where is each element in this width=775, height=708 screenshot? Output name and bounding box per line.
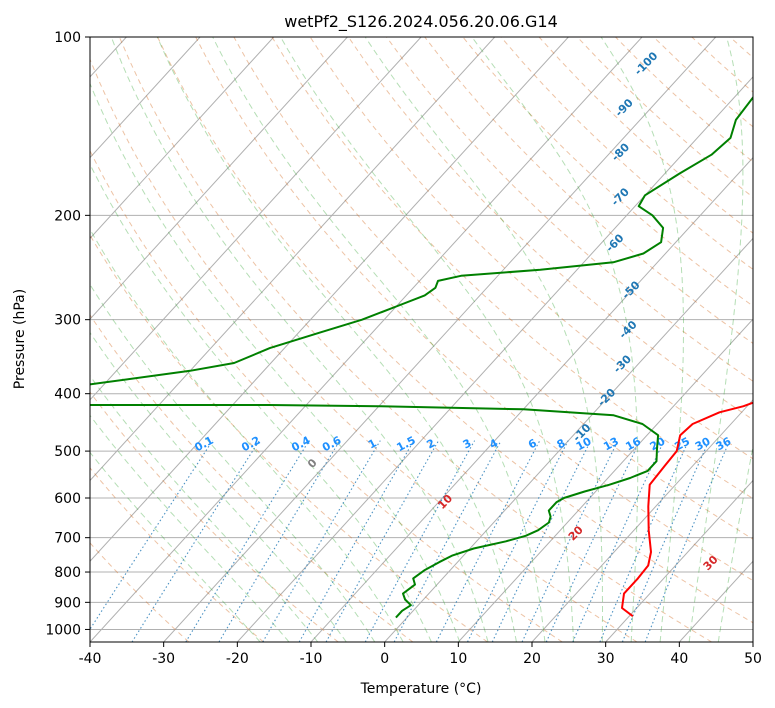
mixing-ratio-line	[185, 440, 310, 642]
y-tick-label: 900	[54, 595, 81, 611]
moist-adiabat-line	[90, 228, 404, 642]
isotherm-gridline	[163, 37, 717, 642]
x-tick-label: 10	[449, 651, 467, 667]
mixing-ratio-line	[298, 440, 415, 642]
isotherm-gridline	[90, 37, 422, 401]
dry-adiabat-line	[271, 37, 753, 500]
plot-area: 0.1 0.2 0.4 0.6 1 1.5 2 3 4 6 8 10 13 16 20 25 30 3601020…	[90, 37, 753, 642]
dry-adiabat-line	[90, 234, 488, 642]
x-tick-label: -40	[79, 651, 102, 667]
isotherm-gridline	[384, 237, 753, 642]
dry-adiabat-line	[462, 37, 753, 307]
isotherm-gridline	[531, 399, 753, 642]
moist-adiabat-line	[471, 37, 639, 642]
moist-adiabat-line	[717, 444, 753, 642]
isotherm-gridline	[90, 37, 348, 320]
mixing-ratio-line	[621, 440, 710, 642]
moist-adiabat-line	[110, 37, 489, 642]
dry-adiabat-line	[233, 37, 753, 540]
mixing-ratio-line	[545, 440, 641, 642]
mixing-ratio-line	[467, 440, 569, 642]
mixing-ratio-line	[262, 440, 381, 642]
isotherm-gridline	[90, 37, 569, 563]
mixing-ratio-label: 30	[693, 435, 713, 454]
y-tick-label: 100	[54, 30, 81, 46]
x-tick-label: 20	[523, 651, 541, 667]
isotherm-gridline	[90, 37, 496, 482]
mixing-ratio-line	[131, 440, 260, 642]
mixing-ratio-line	[325, 440, 440, 642]
moist-adiabat-line	[212, 37, 546, 642]
isotherm-gridline	[236, 76, 753, 642]
dry-adiabat-line	[347, 37, 753, 421]
chart-title: wetPf2_S126.2024.056.20.06.G14	[284, 12, 558, 32]
axes: -40 -30 -20 -10 0 10 20 30 40 50 100 200 300 400 500 60…	[45, 30, 762, 667]
isotherm-gridline	[90, 37, 201, 159]
mixing-ratio-line	[90, 440, 214, 631]
mixing-ratio-line	[364, 440, 476, 642]
y-tick-label: 200	[54, 208, 81, 224]
moist-adiabat-line	[688, 37, 744, 642]
isotherm-gridline	[457, 318, 753, 642]
y-tick-label: 800	[54, 565, 81, 581]
mixing-ratio-line	[599, 440, 690, 642]
mixing-ratio-line	[218, 440, 341, 642]
y-axis-label: Pressure (hPa)	[12, 289, 28, 389]
moist-adiabat-line	[280, 37, 575, 642]
y-tick-label: 500	[54, 444, 81, 460]
mixing-ratio-label: 13	[601, 435, 621, 454]
dry-adiabat-line	[386, 37, 753, 382]
moist-adiabat-line	[90, 331, 347, 642]
dry-adiabat-line	[90, 467, 264, 642]
isotherm-gridline	[90, 37, 275, 240]
isotherm-gridline	[90, 37, 643, 642]
y-tick-label: 700	[54, 531, 81, 547]
mixing-ratio-label: 10	[574, 435, 594, 454]
y-tick-label: 400	[54, 387, 81, 403]
y-tick-label: 1000	[45, 622, 81, 638]
y-tick-label: 300	[54, 313, 81, 329]
mixing-ratio-label: 36	[714, 435, 734, 454]
x-tick-label: -20	[226, 651, 249, 667]
x-tick-label: 50	[744, 651, 762, 667]
x-tick-label: 40	[670, 651, 688, 667]
x-tick-label: -10	[300, 651, 323, 667]
moist-adiabat-line	[90, 283, 376, 642]
y-tick-label: 600	[54, 491, 81, 507]
dry-adiabat-line	[195, 37, 753, 582]
moist-adiabat-line	[90, 82, 461, 642]
x-axis-label: Temperature (°C)	[360, 681, 482, 697]
moist-adiabat-line	[90, 374, 319, 642]
isotherm-gridline	[605, 479, 753, 642]
x-tick-label: 30	[597, 651, 615, 667]
dry-adiabat-line	[157, 37, 753, 624]
plot-frame	[89, 36, 754, 643]
isotherm-gridline	[310, 156, 753, 642]
moist-adiabat-line	[90, 163, 432, 642]
mixing-ratio-line	[491, 440, 592, 642]
moist-adiabat-line	[156, 37, 517, 642]
x-tick-label: -30	[152, 651, 175, 667]
temperature-profile-line	[621, 401, 753, 617]
x-tick-label: 0	[380, 651, 389, 667]
dry-adiabat-line	[90, 149, 563, 642]
mixing-ratio-label: 16	[623, 435, 643, 454]
mixing-ratio-line	[572, 440, 665, 642]
moist-adiabat-line	[90, 451, 261, 642]
moist-adiabat-line	[600, 37, 684, 642]
dry-adiabat-line	[90, 313, 414, 642]
dewpoint-profile-line	[90, 95, 753, 619]
